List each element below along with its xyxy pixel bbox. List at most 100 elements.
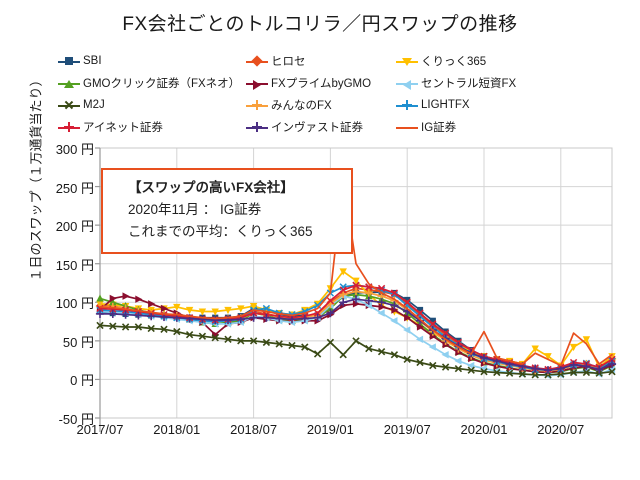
data-marker (211, 334, 219, 342)
data-marker (326, 304, 335, 312)
legend-item-5[interactable]: セントラル短資FX (396, 75, 546, 91)
data-marker (224, 306, 232, 315)
data-marker (313, 309, 322, 317)
legend-label: SBI (83, 55, 102, 67)
data-marker (109, 322, 117, 330)
data-marker (429, 320, 437, 328)
data-marker (390, 351, 399, 359)
y-tick-label: 200 円 (55, 219, 94, 235)
data-marker (454, 357, 462, 365)
data-marker (557, 370, 565, 378)
data-marker (390, 317, 398, 325)
legend-marker-icon (246, 100, 268, 111)
data-marker (441, 363, 450, 371)
data-marker (365, 344, 373, 353)
legend-label: アイネット証券 (83, 122, 163, 134)
legend-item-1[interactable]: ヒロセ (246, 53, 396, 69)
data-marker (185, 306, 194, 315)
legend-marker-icon (246, 55, 268, 67)
legend-item-8[interactable]: LIGHTFX (396, 99, 546, 111)
data-marker (416, 306, 424, 314)
legend-item-0[interactable]: SBI (58, 55, 246, 67)
data-marker (416, 310, 424, 319)
data-marker (467, 366, 475, 374)
data-marker (109, 298, 117, 306)
data-marker (416, 323, 425, 331)
data-marker (391, 306, 399, 314)
legend-marker-icon (58, 122, 80, 133)
data-marker (429, 317, 436, 324)
data-marker (390, 289, 399, 297)
legend-label: GMOクリック証券（FXネオ） (83, 78, 241, 90)
y-tick-label: 300 円 (55, 142, 94, 157)
data-marker (262, 338, 271, 347)
data-marker (198, 332, 207, 340)
data-marker (441, 329, 450, 337)
legend-item-4[interactable]: FXプライムbyGMO (246, 75, 396, 91)
data-marker (403, 298, 411, 306)
data-marker (339, 286, 347, 294)
data-marker (608, 368, 616, 376)
data-marker (569, 343, 578, 352)
y-tick-label: -50 円 (58, 412, 94, 427)
legend-item-6[interactable]: M2J (58, 99, 246, 111)
data-marker (96, 321, 104, 330)
legend-item-11[interactable]: IG証券 (396, 119, 546, 135)
data-marker (185, 331, 194, 339)
legend-marker-icon (246, 122, 268, 133)
data-marker (224, 335, 232, 343)
data-marker (480, 368, 488, 376)
data-marker (390, 290, 399, 299)
data-marker (544, 353, 552, 361)
legend-item-2[interactable]: くりっく365 (396, 53, 546, 69)
legend-marker-icon (246, 78, 268, 90)
data-marker (326, 297, 335, 305)
legend-label: インヴァスト証券 (271, 122, 363, 134)
data-marker (429, 321, 437, 330)
legend-item-7[interactable]: みんなのFX (246, 97, 396, 113)
data-marker (377, 347, 386, 356)
x-tick-label: 2017/07 (76, 422, 124, 437)
x-tick-label: 2019/01 (306, 422, 354, 437)
legend-label: セントラル短資FX (421, 78, 517, 90)
data-marker (518, 370, 527, 378)
data-marker (339, 268, 347, 276)
data-marker (377, 284, 386, 293)
data-marker (415, 335, 424, 344)
data-marker (441, 351, 449, 359)
y-tick-label: 0 円 (70, 373, 94, 389)
data-marker (249, 303, 258, 311)
legend-item-10[interactable]: インヴァスト証券 (246, 119, 396, 135)
legend-marker-icon (58, 100, 80, 111)
data-marker (505, 369, 514, 377)
data-marker (288, 341, 296, 350)
series-line (99, 178, 613, 367)
data-marker (608, 355, 616, 364)
data-marker (121, 323, 130, 331)
legend-marker-icon (396, 100, 418, 111)
data-marker (352, 337, 360, 345)
series-10 (95, 295, 617, 375)
data-marker (531, 345, 539, 353)
data-marker (404, 314, 412, 322)
data-marker (429, 361, 437, 370)
data-marker (122, 292, 130, 300)
data-marker (352, 277, 360, 285)
data-marker (173, 303, 181, 312)
legend-label: M2J (83, 99, 105, 111)
data-marker (404, 296, 411, 304)
callout-line-2: 2020年11月 ： IG証券 (128, 202, 262, 217)
data-marker (582, 368, 591, 377)
data-marker (339, 351, 347, 359)
legend-label: ヒロセ (271, 56, 306, 68)
legend-label: IG証券 (421, 122, 457, 134)
data-marker (134, 323, 143, 331)
legend-label: LIGHTFX (421, 99, 470, 111)
data-marker (173, 327, 181, 336)
y-tick-label: 150 円 (55, 257, 94, 273)
legend-item-9[interactable]: アイネット証券 (58, 119, 246, 135)
legend-item-3[interactable]: GMOクリック証券（FXネオ） (58, 75, 246, 91)
chart-title: FX会社ごとのトルコリラ／円スワップの推移 (122, 14, 518, 35)
